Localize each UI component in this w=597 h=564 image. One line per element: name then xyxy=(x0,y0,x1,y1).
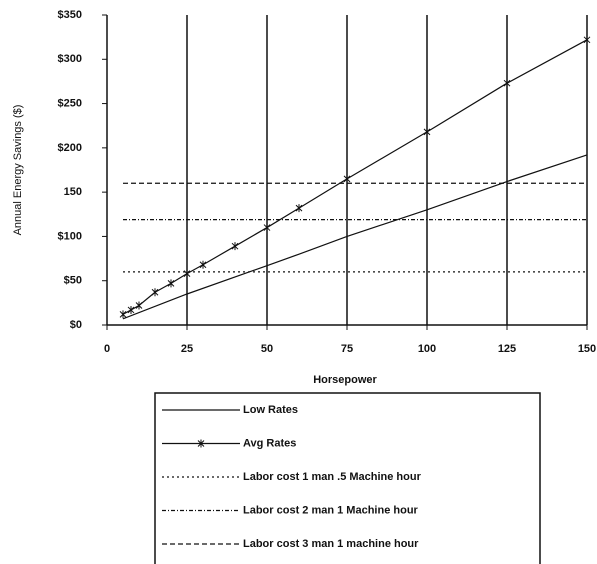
point-marker xyxy=(583,35,591,44)
x-tick-label: 25 xyxy=(181,343,193,355)
point-marker xyxy=(503,79,511,88)
legend-box xyxy=(154,392,541,564)
y-tick-label: $100 xyxy=(58,230,82,242)
legend-label: Labor cost 2 man 1 Machine hour xyxy=(243,504,419,516)
y-tick-label: $50 xyxy=(64,275,82,287)
legend-marker xyxy=(197,439,205,448)
x-tick-label: 125 xyxy=(498,343,516,355)
point-marker xyxy=(343,174,351,183)
series-line xyxy=(122,39,588,315)
y-tick-label: $200 xyxy=(58,142,82,154)
y-tick-label: $300 xyxy=(58,53,82,65)
y-tick-label: $0 xyxy=(70,319,82,331)
point-marker xyxy=(151,288,159,297)
point-marker xyxy=(167,279,175,288)
legend-label: Labor cost 1 man .5 Machine hour xyxy=(243,471,422,483)
x-tick-label: 75 xyxy=(341,343,353,355)
legend-label: Labor cost 3 man 1 machine hour xyxy=(243,538,419,550)
x-tick-label: 150 xyxy=(578,343,596,355)
point-marker xyxy=(199,260,207,269)
y-tick-label: $350 xyxy=(58,9,82,21)
y-axis-label: Annual Energy Savings ($) xyxy=(12,105,24,236)
x-axis-label: Horsepower xyxy=(313,374,377,386)
y-tick-label: 150 xyxy=(64,186,82,198)
point-marker xyxy=(295,204,303,213)
y-tick-label: $250 xyxy=(58,97,82,109)
x-tick-label: 50 xyxy=(261,343,273,355)
x-tick-label: 100 xyxy=(418,343,436,355)
legend-label: Avg Rates xyxy=(243,437,296,449)
point-marker xyxy=(127,305,135,314)
series-line xyxy=(122,154,588,320)
point-marker xyxy=(183,269,191,278)
point-marker xyxy=(119,310,127,319)
legend-label: Low Rates xyxy=(243,404,298,416)
point-marker xyxy=(135,301,143,310)
point-marker xyxy=(263,223,271,232)
point-marker xyxy=(423,127,431,136)
x-tick-label: 0 xyxy=(104,343,110,355)
point-marker xyxy=(231,242,239,251)
